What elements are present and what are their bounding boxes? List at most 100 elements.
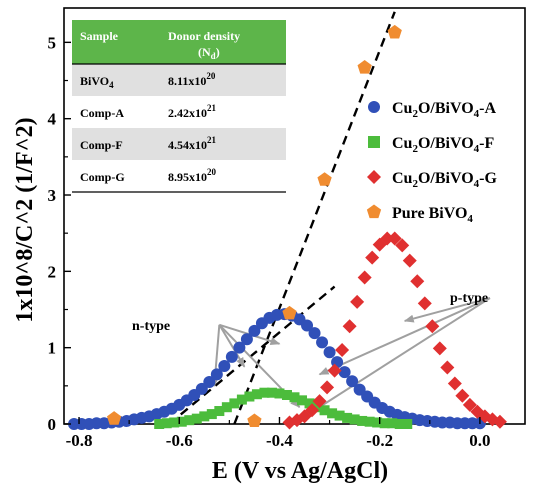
data-point <box>274 388 285 399</box>
legend-label: Pure BiVO4 <box>392 205 473 225</box>
data-point <box>184 415 195 426</box>
data-point <box>312 402 323 413</box>
donor-unit-close: ) <box>216 45 220 59</box>
data-point <box>206 409 217 420</box>
data-point <box>282 305 297 320</box>
data-point <box>440 360 455 375</box>
data-point <box>425 319 440 334</box>
series-layer <box>68 24 507 430</box>
linear-fit-line <box>233 11 396 425</box>
table-cell-value: 2.42x1021 <box>168 103 217 120</box>
data-point <box>402 253 417 268</box>
data-series <box>154 387 413 429</box>
data-point <box>176 416 187 427</box>
donor-unit-open: (N <box>198 45 211 59</box>
y-tick-label: 2 <box>48 262 57 281</box>
data-point <box>244 391 255 402</box>
annotation-arrow <box>313 297 491 412</box>
data-point <box>357 60 372 74</box>
table-row: BiVO4 8.11x1020 <box>80 71 216 90</box>
value-exp: 21 <box>207 135 217 145</box>
legend-label: Cu2O/BiVO4-G <box>392 170 497 190</box>
table-cell-sample: Comp-A <box>80 106 124 120</box>
data-point <box>372 417 383 428</box>
y-axis-ticks: 0 1 2 3 4 5 <box>48 33 71 434</box>
data-point <box>210 368 223 381</box>
table-cell-sample: Comp-F <box>80 138 123 152</box>
legend-marker-circle <box>368 101 380 113</box>
data-point <box>334 410 345 421</box>
data-point <box>379 418 390 429</box>
x-tick-label: -0.6 <box>166 431 193 450</box>
legend: Cu2O/BiVO4-A Cu2O/BiVO4-F Cu2O/BiVO4-G P… <box>366 100 497 225</box>
legend-item: Cu2O/BiVO4-F <box>368 135 494 155</box>
x-tick-label: 0.0 <box>469 431 490 450</box>
data-point <box>327 363 342 378</box>
legend-marker-pentagon <box>366 204 382 219</box>
data-point <box>247 413 262 428</box>
data-point <box>387 418 398 429</box>
data-point <box>259 387 270 398</box>
annotation-arrow <box>218 324 246 368</box>
table-row-bg <box>72 128 286 160</box>
y-tick-label: 1 <box>48 339 57 358</box>
data-point <box>221 402 232 413</box>
data-point <box>218 359 231 372</box>
data-point <box>364 416 375 427</box>
table-header-donor: Donor density <box>168 29 240 43</box>
table-cell-sample: BiVO4 <box>80 74 114 90</box>
data-point <box>410 274 425 289</box>
legend-marker-square <box>368 136 380 148</box>
table-cell-value: 8.95x1020 <box>168 167 217 184</box>
fit-lines <box>168 11 396 425</box>
table-header-sample: Sample <box>80 29 119 43</box>
data-point <box>320 380 335 395</box>
data-point <box>312 394 327 409</box>
value-main: 2.42x10 <box>168 106 207 120</box>
data-point <box>335 342 350 357</box>
data-point <box>236 394 247 405</box>
y-tick-label: 4 <box>48 110 57 129</box>
y-tick-label: 0 <box>48 415 57 434</box>
data-point <box>462 397 477 412</box>
data-point <box>154 419 165 429</box>
data-point <box>349 414 360 425</box>
table-row: Comp-G 8.95x1020 <box>80 167 217 184</box>
table-cell-value: 4.54x1021 <box>168 135 217 152</box>
x-tick-label: -0.2 <box>366 431 393 450</box>
x-tick-label: -0.4 <box>266 431 293 450</box>
donor-unit-sub: d <box>211 51 216 61</box>
donor-density-table: Sample Donor density (Nd) BiVO4 8.11x102… <box>72 20 286 193</box>
y-tick-label: 3 <box>48 186 57 205</box>
x-axis-ticks: -0.8 -0.6 -0.4 -0.2 0.0 <box>66 417 491 450</box>
data-point <box>395 238 410 253</box>
data-series <box>106 24 402 428</box>
table-row: Comp-F 4.54x1021 <box>80 135 217 152</box>
data-point <box>251 389 262 400</box>
data-point <box>240 333 253 346</box>
data-point <box>229 398 240 409</box>
data-point <box>447 376 462 391</box>
data-point <box>304 398 315 409</box>
value-exp: 20 <box>207 167 217 177</box>
data-point <box>233 341 246 354</box>
table-row: Comp-A 2.42x1021 <box>80 103 217 120</box>
data-point <box>432 341 447 356</box>
legend-item: Cu2O/BiVO4-G <box>367 170 497 190</box>
value-main: 8.95x10 <box>168 170 207 184</box>
x-axis-title: E (V vs Ag/AgCl) <box>212 458 388 484</box>
data-point <box>357 415 368 426</box>
data-point <box>365 250 380 265</box>
annotation-arrow <box>403 297 491 323</box>
linear-fit-line <box>168 285 336 425</box>
table-header-donor-unit: (Nd) <box>198 45 220 61</box>
table-row-bg <box>72 64 286 96</box>
data-point <box>266 387 277 398</box>
data-point <box>394 419 405 429</box>
data-series <box>282 231 507 430</box>
table-header-bg <box>72 20 286 64</box>
y-axis-title-text: 1x10^8/C^2 (1/F^2) <box>12 117 38 322</box>
legend-label: Cu2O/BiVO4-F <box>392 135 494 155</box>
data-point <box>199 411 210 422</box>
